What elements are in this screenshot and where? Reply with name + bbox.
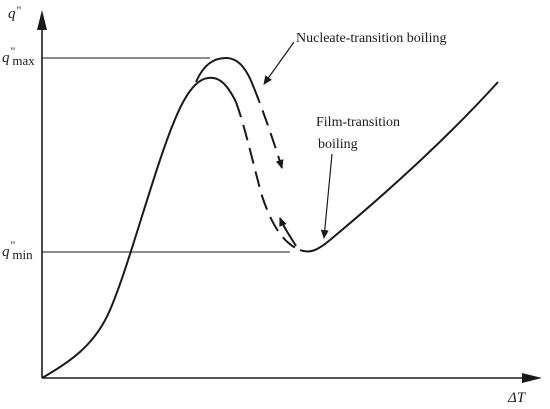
y-axis-label: q" — [8, 3, 22, 22]
qmax-label: q" max — [2, 44, 35, 68]
film-transition-label-line1: Film-transition — [316, 115, 400, 130]
boiling-curve-solid — [41, 76, 237, 379]
x-axis-label: ΔT — [507, 390, 527, 406]
transition-curve-dashed — [235, 101, 301, 251]
cooling-return-arrow — [279, 217, 297, 247]
y-axis-arrow-icon — [37, 10, 47, 30]
qmin-label: q" min — [2, 238, 33, 262]
nucleate-leader-line — [263, 41, 295, 85]
film-boiling-curve — [299, 81, 499, 253]
film-transition-label-line2: boiling — [318, 137, 358, 152]
heating-descent-dashed — [253, 87, 284, 169]
x-axis-arrow-icon — [522, 373, 542, 383]
nucleate-transition-label: Nucleate-transition boiling — [296, 31, 446, 46]
heating-peak-curve — [195, 56, 255, 89]
film-leader-line — [320, 153, 333, 239]
